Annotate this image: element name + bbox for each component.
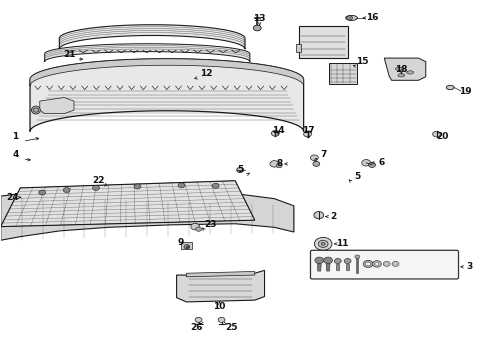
Text: 12: 12 — [199, 69, 212, 78]
Circle shape — [271, 131, 279, 136]
Text: 18: 18 — [395, 65, 408, 74]
Text: 15: 15 — [356, 57, 368, 66]
Text: 21: 21 — [63, 50, 75, 59]
Circle shape — [276, 163, 282, 168]
Circle shape — [433, 131, 441, 137]
Circle shape — [375, 262, 379, 265]
Text: 3: 3 — [466, 262, 473, 271]
Polygon shape — [318, 264, 321, 271]
Circle shape — [191, 224, 199, 230]
Polygon shape — [176, 270, 265, 302]
Polygon shape — [0, 181, 255, 226]
Circle shape — [313, 161, 320, 166]
Polygon shape — [296, 44, 301, 51]
Bar — [299, 26, 347, 58]
Circle shape — [383, 261, 390, 266]
Circle shape — [134, 184, 141, 189]
Circle shape — [304, 131, 312, 137]
Polygon shape — [30, 59, 304, 132]
Circle shape — [368, 162, 375, 167]
Text: 9: 9 — [177, 238, 184, 247]
Circle shape — [184, 244, 190, 249]
Text: 11: 11 — [337, 239, 349, 248]
Text: 10: 10 — [214, 302, 226, 311]
Polygon shape — [346, 264, 349, 270]
Circle shape — [324, 257, 332, 264]
Polygon shape — [336, 264, 339, 270]
Circle shape — [218, 318, 225, 322]
Ellipse shape — [345, 15, 357, 21]
Circle shape — [334, 258, 341, 264]
Ellipse shape — [31, 106, 40, 114]
Text: 5: 5 — [237, 166, 243, 175]
Text: 24: 24 — [6, 193, 19, 202]
Bar — [329, 63, 357, 84]
Polygon shape — [40, 98, 74, 114]
Polygon shape — [30, 59, 304, 86]
Circle shape — [311, 155, 319, 161]
Ellipse shape — [407, 71, 414, 74]
Circle shape — [39, 190, 46, 195]
Text: 19: 19 — [459, 86, 471, 95]
Circle shape — [318, 240, 328, 247]
Circle shape — [355, 255, 360, 258]
Circle shape — [314, 212, 324, 219]
Ellipse shape — [395, 67, 402, 71]
Text: 8: 8 — [276, 159, 282, 168]
Text: 25: 25 — [225, 323, 238, 332]
Circle shape — [385, 263, 388, 265]
Text: 6: 6 — [379, 158, 385, 167]
Circle shape — [93, 185, 99, 190]
Ellipse shape — [446, 85, 454, 90]
Circle shape — [196, 227, 201, 231]
Circle shape — [63, 188, 70, 193]
Circle shape — [392, 261, 399, 266]
Polygon shape — [59, 25, 245, 49]
Text: 17: 17 — [302, 126, 315, 135]
Text: 22: 22 — [92, 176, 105, 185]
Circle shape — [346, 16, 352, 20]
Circle shape — [195, 318, 202, 322]
Circle shape — [270, 161, 279, 167]
Polygon shape — [45, 44, 250, 62]
Circle shape — [362, 159, 370, 166]
Text: 5: 5 — [354, 172, 361, 181]
Bar — [181, 242, 192, 249]
Text: 23: 23 — [204, 220, 217, 229]
Text: 14: 14 — [272, 126, 285, 135]
Circle shape — [321, 242, 325, 245]
Ellipse shape — [398, 74, 405, 77]
Polygon shape — [384, 58, 426, 80]
Text: 7: 7 — [320, 150, 326, 159]
Polygon shape — [186, 271, 255, 277]
Ellipse shape — [237, 167, 244, 172]
Text: 2: 2 — [330, 212, 336, 221]
Circle shape — [212, 183, 219, 188]
Circle shape — [178, 183, 185, 188]
Circle shape — [394, 263, 397, 265]
Text: 16: 16 — [366, 13, 378, 22]
Circle shape — [363, 260, 373, 267]
Text: 20: 20 — [437, 132, 449, 141]
Circle shape — [315, 257, 324, 264]
Text: 4: 4 — [12, 150, 19, 159]
Circle shape — [366, 262, 370, 266]
Text: 26: 26 — [190, 323, 202, 332]
Circle shape — [315, 237, 332, 250]
Circle shape — [372, 261, 381, 267]
Text: 1: 1 — [12, 132, 19, 141]
Polygon shape — [326, 264, 330, 271]
Polygon shape — [0, 189, 294, 240]
Text: 13: 13 — [253, 14, 266, 23]
Circle shape — [33, 108, 39, 112]
Circle shape — [253, 25, 261, 31]
FancyBboxPatch shape — [311, 250, 459, 279]
Circle shape — [344, 258, 351, 264]
